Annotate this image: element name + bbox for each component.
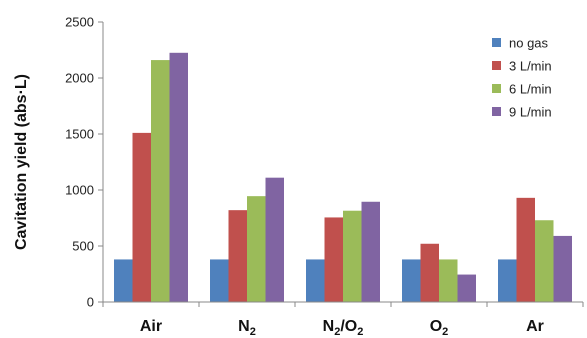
bar: [498, 259, 517, 302]
category-label: Ar: [526, 318, 544, 335]
y-tick-label: 2500: [65, 15, 94, 30]
y-axis-label: Cavitation yield (abs·L): [13, 74, 30, 250]
bar: [228, 210, 247, 302]
category-label-part: Air: [140, 318, 162, 335]
y-tick-label: 1000: [65, 183, 94, 198]
category-label: Air: [140, 318, 162, 335]
legend-swatch: [492, 61, 501, 70]
y-tick-label: 0: [87, 295, 94, 310]
category-label-part: 2: [357, 326, 363, 338]
x-axis: Air N2 N2/O2 O2 Ar: [102, 301, 584, 338]
legend-swatch: [492, 107, 501, 116]
legend-label: no gas: [509, 36, 549, 51]
category-label-part: N: [323, 318, 335, 335]
bar: [306, 259, 325, 302]
bar: [516, 197, 535, 302]
bar: [210, 259, 229, 302]
y-tick-label: 1500: [65, 127, 94, 142]
bar: [114, 259, 133, 302]
category-label-part: N: [238, 318, 250, 335]
bar: [343, 210, 362, 302]
legend-label: 6 L/min: [509, 82, 552, 97]
y-axis: 0 500 1000 1500 2000 2500: [65, 15, 104, 310]
category-label-part: 2: [442, 326, 448, 338]
bar: [324, 217, 343, 302]
bar: [420, 243, 439, 302]
bar: [265, 177, 284, 302]
bar: [132, 132, 151, 302]
y-tick-label: 500: [72, 239, 94, 254]
category-label: N2: [238, 318, 256, 338]
bar: [535, 220, 554, 302]
legend-swatch: [492, 38, 501, 47]
category-label-part: O: [430, 318, 442, 335]
bar: [457, 274, 476, 302]
category-label-part: /O: [340, 318, 357, 335]
legend-label: 9 L/min: [509, 105, 552, 120]
category-label-part: Ar: [526, 318, 544, 335]
legend-swatch: [492, 84, 501, 93]
bar: [553, 235, 572, 302]
bar: [361, 201, 380, 302]
bar: [151, 60, 170, 302]
category-label: N2/O2: [323, 318, 364, 338]
bar-area: [114, 52, 572, 302]
y-tick-label: 2000: [65, 71, 94, 86]
bar: [247, 196, 266, 302]
bar: [402, 259, 421, 302]
category-label-part: 2: [334, 326, 340, 338]
legend: no gas 3 L/min 6 L/min 9 L/min: [492, 36, 552, 120]
bar: [169, 52, 188, 302]
bar: [439, 259, 458, 302]
legend-label: 3 L/min: [509, 59, 552, 74]
category-label-part: 2: [250, 326, 256, 338]
category-label: O2: [430, 318, 449, 338]
